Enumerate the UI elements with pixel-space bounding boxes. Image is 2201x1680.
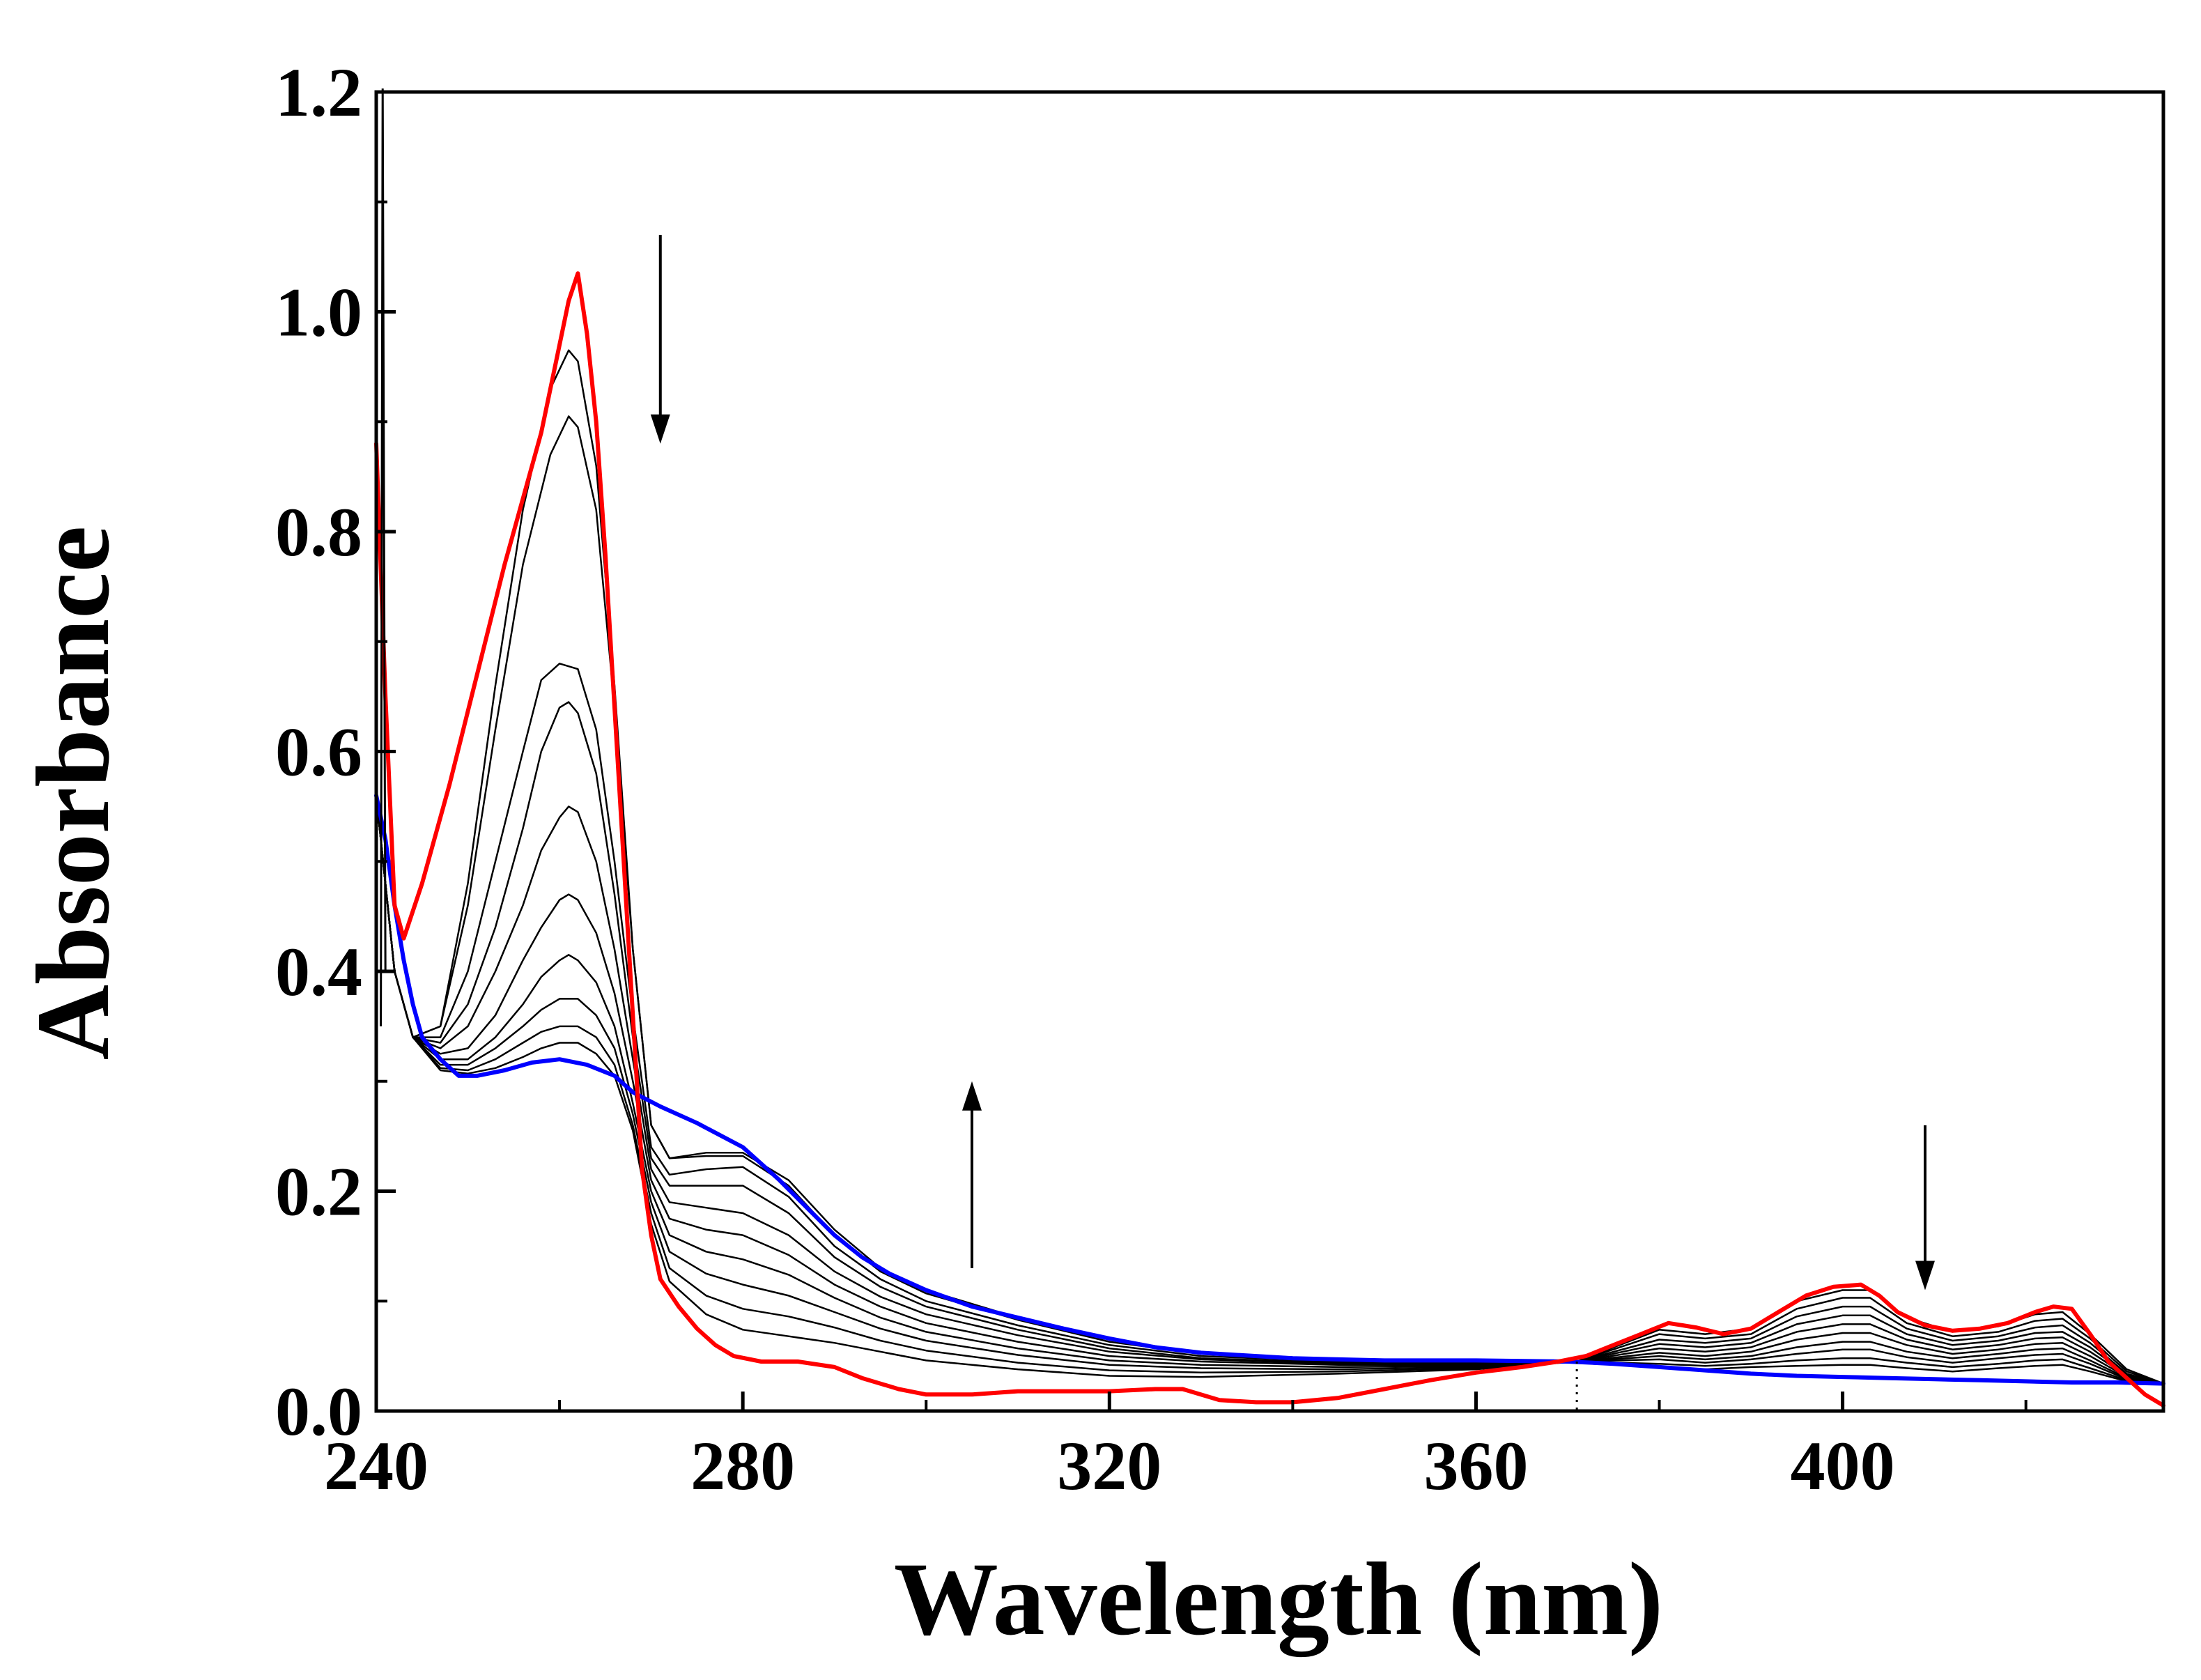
arrow-head: [962, 1081, 982, 1111]
annotation-layer: [650, 235, 1935, 1290]
y-tick-label: 1.2: [275, 54, 362, 131]
series-trace-9: [375, 794, 2165, 1385]
y-tick-label: 1.0: [275, 274, 362, 351]
x-tick-label: 400: [1791, 1427, 1895, 1504]
x-tick-label: 240: [324, 1427, 428, 1504]
y-tick-label: 0.4: [275, 933, 362, 1010]
series-trace-7: [375, 794, 2165, 1385]
arrow-head: [650, 414, 670, 444]
y-tick-label: 0.0: [275, 1373, 362, 1450]
y-tick-label: 0.8: [275, 493, 362, 571]
arrow-down-annotation-1: [650, 235, 670, 444]
series-trace-1: [375, 349, 2165, 1385]
series-initial: [374, 271, 2165, 1408]
series-layer: [374, 88, 2165, 1411]
x-tick-label: 320: [1057, 1427, 1161, 1504]
series-trace-6: [375, 794, 2165, 1385]
y-tick-label: 0.6: [275, 714, 362, 791]
plot-frame: [374, 90, 2165, 1413]
series-final: [374, 793, 2165, 1386]
series-trace-5: [375, 794, 2165, 1385]
series-spike: [380, 88, 387, 1026]
arrow-head: [1915, 1261, 1935, 1290]
x-axis-title: Wavelength (nm): [894, 1541, 1663, 1657]
series-trace-10: [375, 794, 2165, 1385]
series-trace-2: [375, 415, 2165, 1385]
series-trace-3: [375, 663, 2165, 1385]
y-axis-title: Absorbance: [15, 526, 131, 1061]
arrow-up-annotation-2: [962, 1081, 982, 1268]
axes-layer: 240 280 320 360 400 0.0 0.2 0.4 0.6 0.8 1.0 1.2: [275, 54, 2028, 1504]
y-tick-label: 0.2: [275, 1153, 362, 1231]
x-tick-label: 360: [1423, 1427, 1528, 1504]
arrow-down-annotation-3: [1915, 1125, 1935, 1290]
x-tick-label: 280: [690, 1427, 795, 1504]
series-trace-8: [375, 794, 2165, 1385]
series-trace-4: [375, 701, 2165, 1385]
